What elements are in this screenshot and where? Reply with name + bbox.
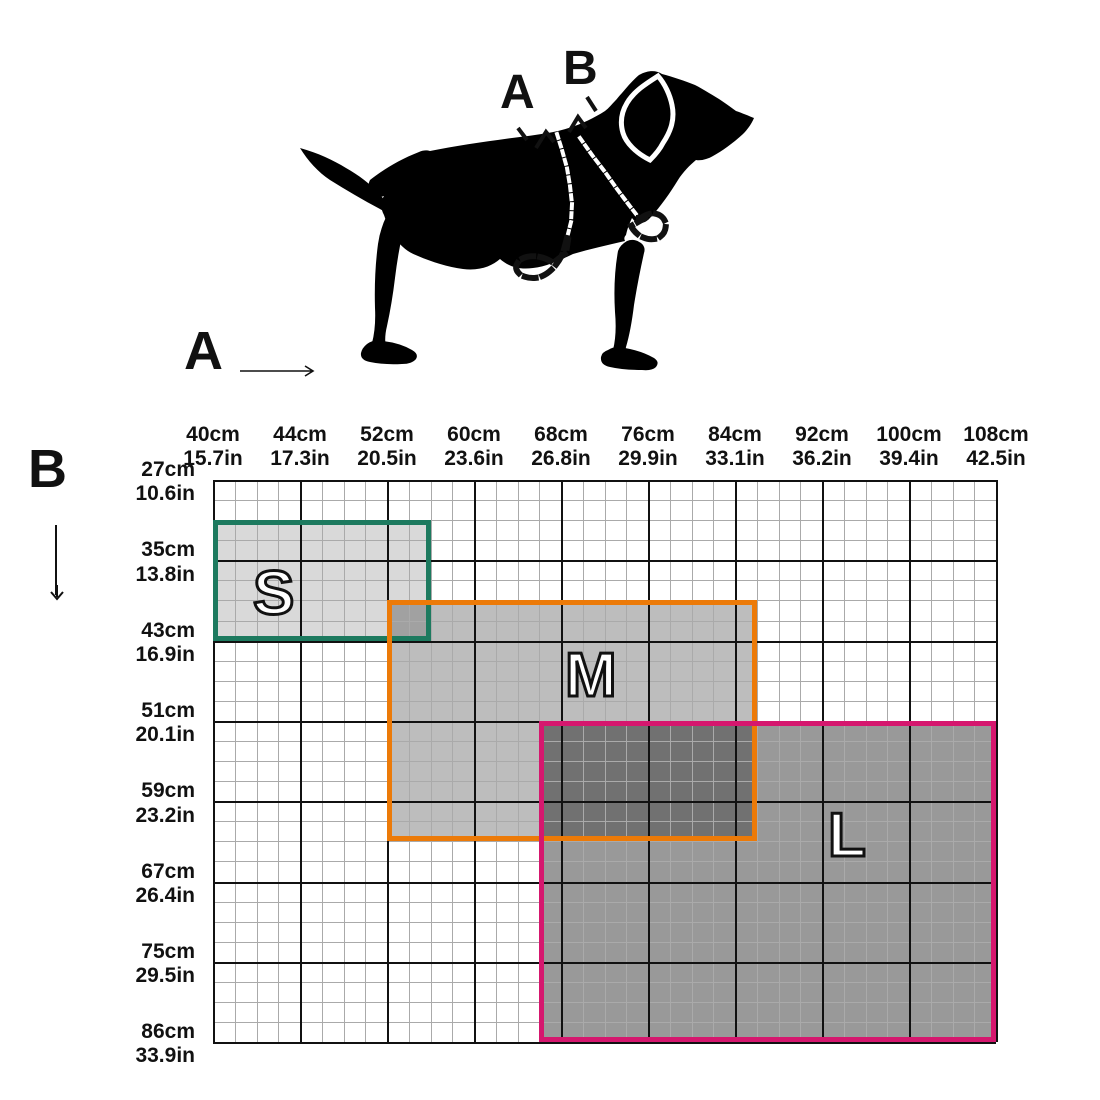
svg-text:B: B: [563, 42, 598, 95]
svg-text:A: A: [500, 66, 535, 119]
